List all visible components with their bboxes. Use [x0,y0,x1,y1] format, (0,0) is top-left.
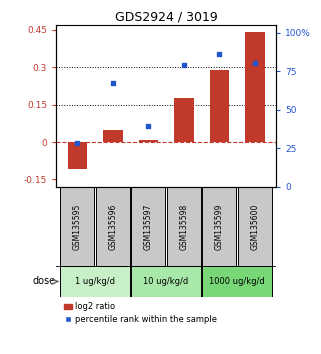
Legend: log2 ratio, percentile rank within the sample: log2 ratio, percentile rank within the s… [60,299,221,327]
Bar [139,139,158,142]
Text: 1000 ug/kg/d: 1000 ug/kg/d [209,277,265,286]
Text: GSM135600: GSM135600 [250,203,259,250]
Bar [131,187,165,266]
Text: 1 ug/kg/d: 1 ug/kg/d [75,277,115,286]
Text: GSM135597: GSM135597 [144,203,153,250]
Bar [174,98,194,142]
Bar [210,70,229,142]
Title: GDS2924 / 3019: GDS2924 / 3019 [115,11,218,24]
Text: dose: dose [32,276,56,286]
Text: GSM135599: GSM135599 [215,203,224,250]
Bar [68,142,87,170]
Bar [96,187,130,266]
Text: 10 ug/kg/d: 10 ug/kg/d [143,277,189,286]
Bar [103,130,123,142]
Text: GSM135598: GSM135598 [179,204,188,250]
Bar [131,266,201,297]
Bar [167,187,201,266]
Text: GSM135596: GSM135596 [108,203,117,250]
Bar [202,187,236,266]
Bar [60,266,130,297]
Bar [238,187,272,266]
Bar [60,187,94,266]
Text: GSM135595: GSM135595 [73,203,82,250]
Bar [202,266,272,297]
Bar [245,32,265,142]
